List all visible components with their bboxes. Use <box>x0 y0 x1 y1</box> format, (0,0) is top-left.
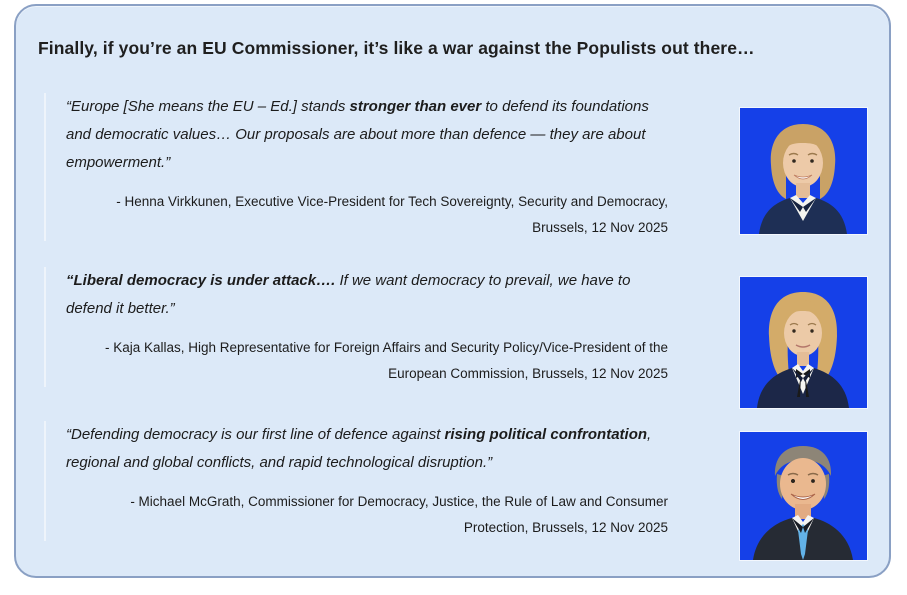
quote-attribution: - Michael McGrath, Commissioner for Demo… <box>130 494 668 535</box>
quote-segment: to defend its foundations and democratic… <box>66 98 649 171</box>
page-title: Finally, if you’re an EU Commissioner, i… <box>38 38 755 58</box>
quote-segment: , regional and global conflicts, and rap… <box>66 426 652 471</box>
quote-block-kallas: “Liberal democracy is under attack…. If … <box>44 267 668 387</box>
quote-attribution: - Kaja Kallas, High Representative for F… <box>104 340 668 381</box>
quote-block-mcgrath: “Defending democracy is our first line o… <box>44 421 668 541</box>
quote-segment-bold: rising political confrontation <box>444 426 648 443</box>
kaja-kallas-portrait <box>740 277 867 408</box>
quote-block-virkkunen: “Europe [She means the EU – Ed.] stands … <box>44 93 668 241</box>
quote-attribution: - Henna Virkkunen, Executive Vice-Presid… <box>116 194 668 235</box>
photo-kaja-kallas <box>739 276 868 409</box>
quote-segment-bold: “Liberal democracy is under attack…. <box>66 272 336 289</box>
quote-segment-bold: stronger than ever <box>349 98 482 115</box>
quote-text: “Europe [She means the EU – Ed.] stands … <box>66 93 668 177</box>
quote-text: “Liberal democracy is under attack…. If … <box>66 267 668 323</box>
quote-segment: “Defending democracy is our first line o… <box>66 426 445 443</box>
quote-segment: “Europe [She means the EU – Ed.] stands <box>66 98 350 115</box>
michael-mcgrath-portrait <box>740 432 867 560</box>
quote-text: “Defending democracy is our first line o… <box>66 421 668 477</box>
quote-segment: If we want democracy to prevail, we have… <box>66 272 631 317</box>
photo-henna-virkkunen <box>739 107 868 235</box>
henna-virkkunen-portrait <box>740 108 867 234</box>
photo-michael-mcgrath <box>739 431 868 561</box>
